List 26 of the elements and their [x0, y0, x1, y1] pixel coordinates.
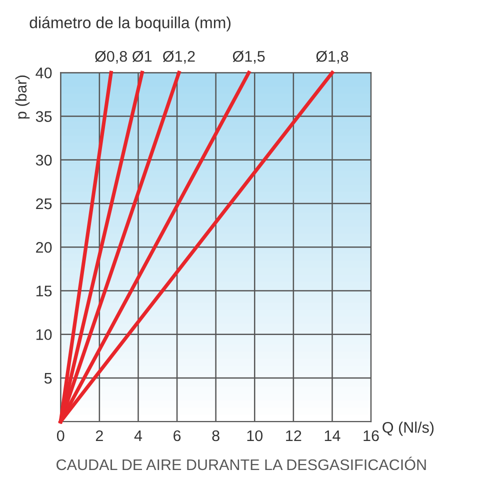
y-tick-label: 10	[36, 329, 52, 340]
series-label: Ø1,5	[232, 50, 265, 64]
x-tick-label: 8	[212, 430, 220, 442]
y-tick-label: 5	[44, 373, 52, 384]
series-label: Ø1,2	[162, 50, 195, 64]
chart-title: diámetro de la boquilla (mm)	[30, 16, 231, 32]
x-tick-label: 2	[96, 430, 103, 441]
y-tick-label: 35	[36, 111, 52, 122]
y-tick-label: 25	[36, 198, 52, 210]
x-tick-label: 12	[286, 430, 302, 441]
x-tick-label: 10	[247, 430, 263, 442]
text: CAUDAL DE AIRE DURANTE LA DESGASIFICACIÓN	[56, 456, 426, 470]
x-tick-label: 14	[324, 430, 340, 441]
y-tick-label: 15	[36, 286, 52, 296]
y-axis-title: p (bar)	[15, 76, 30, 119]
x-tick-label: 0	[56, 430, 64, 442]
series-label: Ø1,8	[316, 50, 348, 64]
series-label: Ø1	[132, 50, 152, 62]
x-tick-label: 4	[134, 430, 142, 441]
x-axis-title: Q (Nl/s)	[382, 422, 434, 436]
y-tick-label: 20	[36, 242, 52, 253]
series-label: Ø0,8	[95, 50, 127, 64]
x-tick-label: 16	[364, 430, 379, 442]
x-tick-label: 6	[174, 430, 181, 442]
y-tick-label: 30	[36, 154, 52, 166]
y-tick-label: 40	[36, 68, 52, 78]
